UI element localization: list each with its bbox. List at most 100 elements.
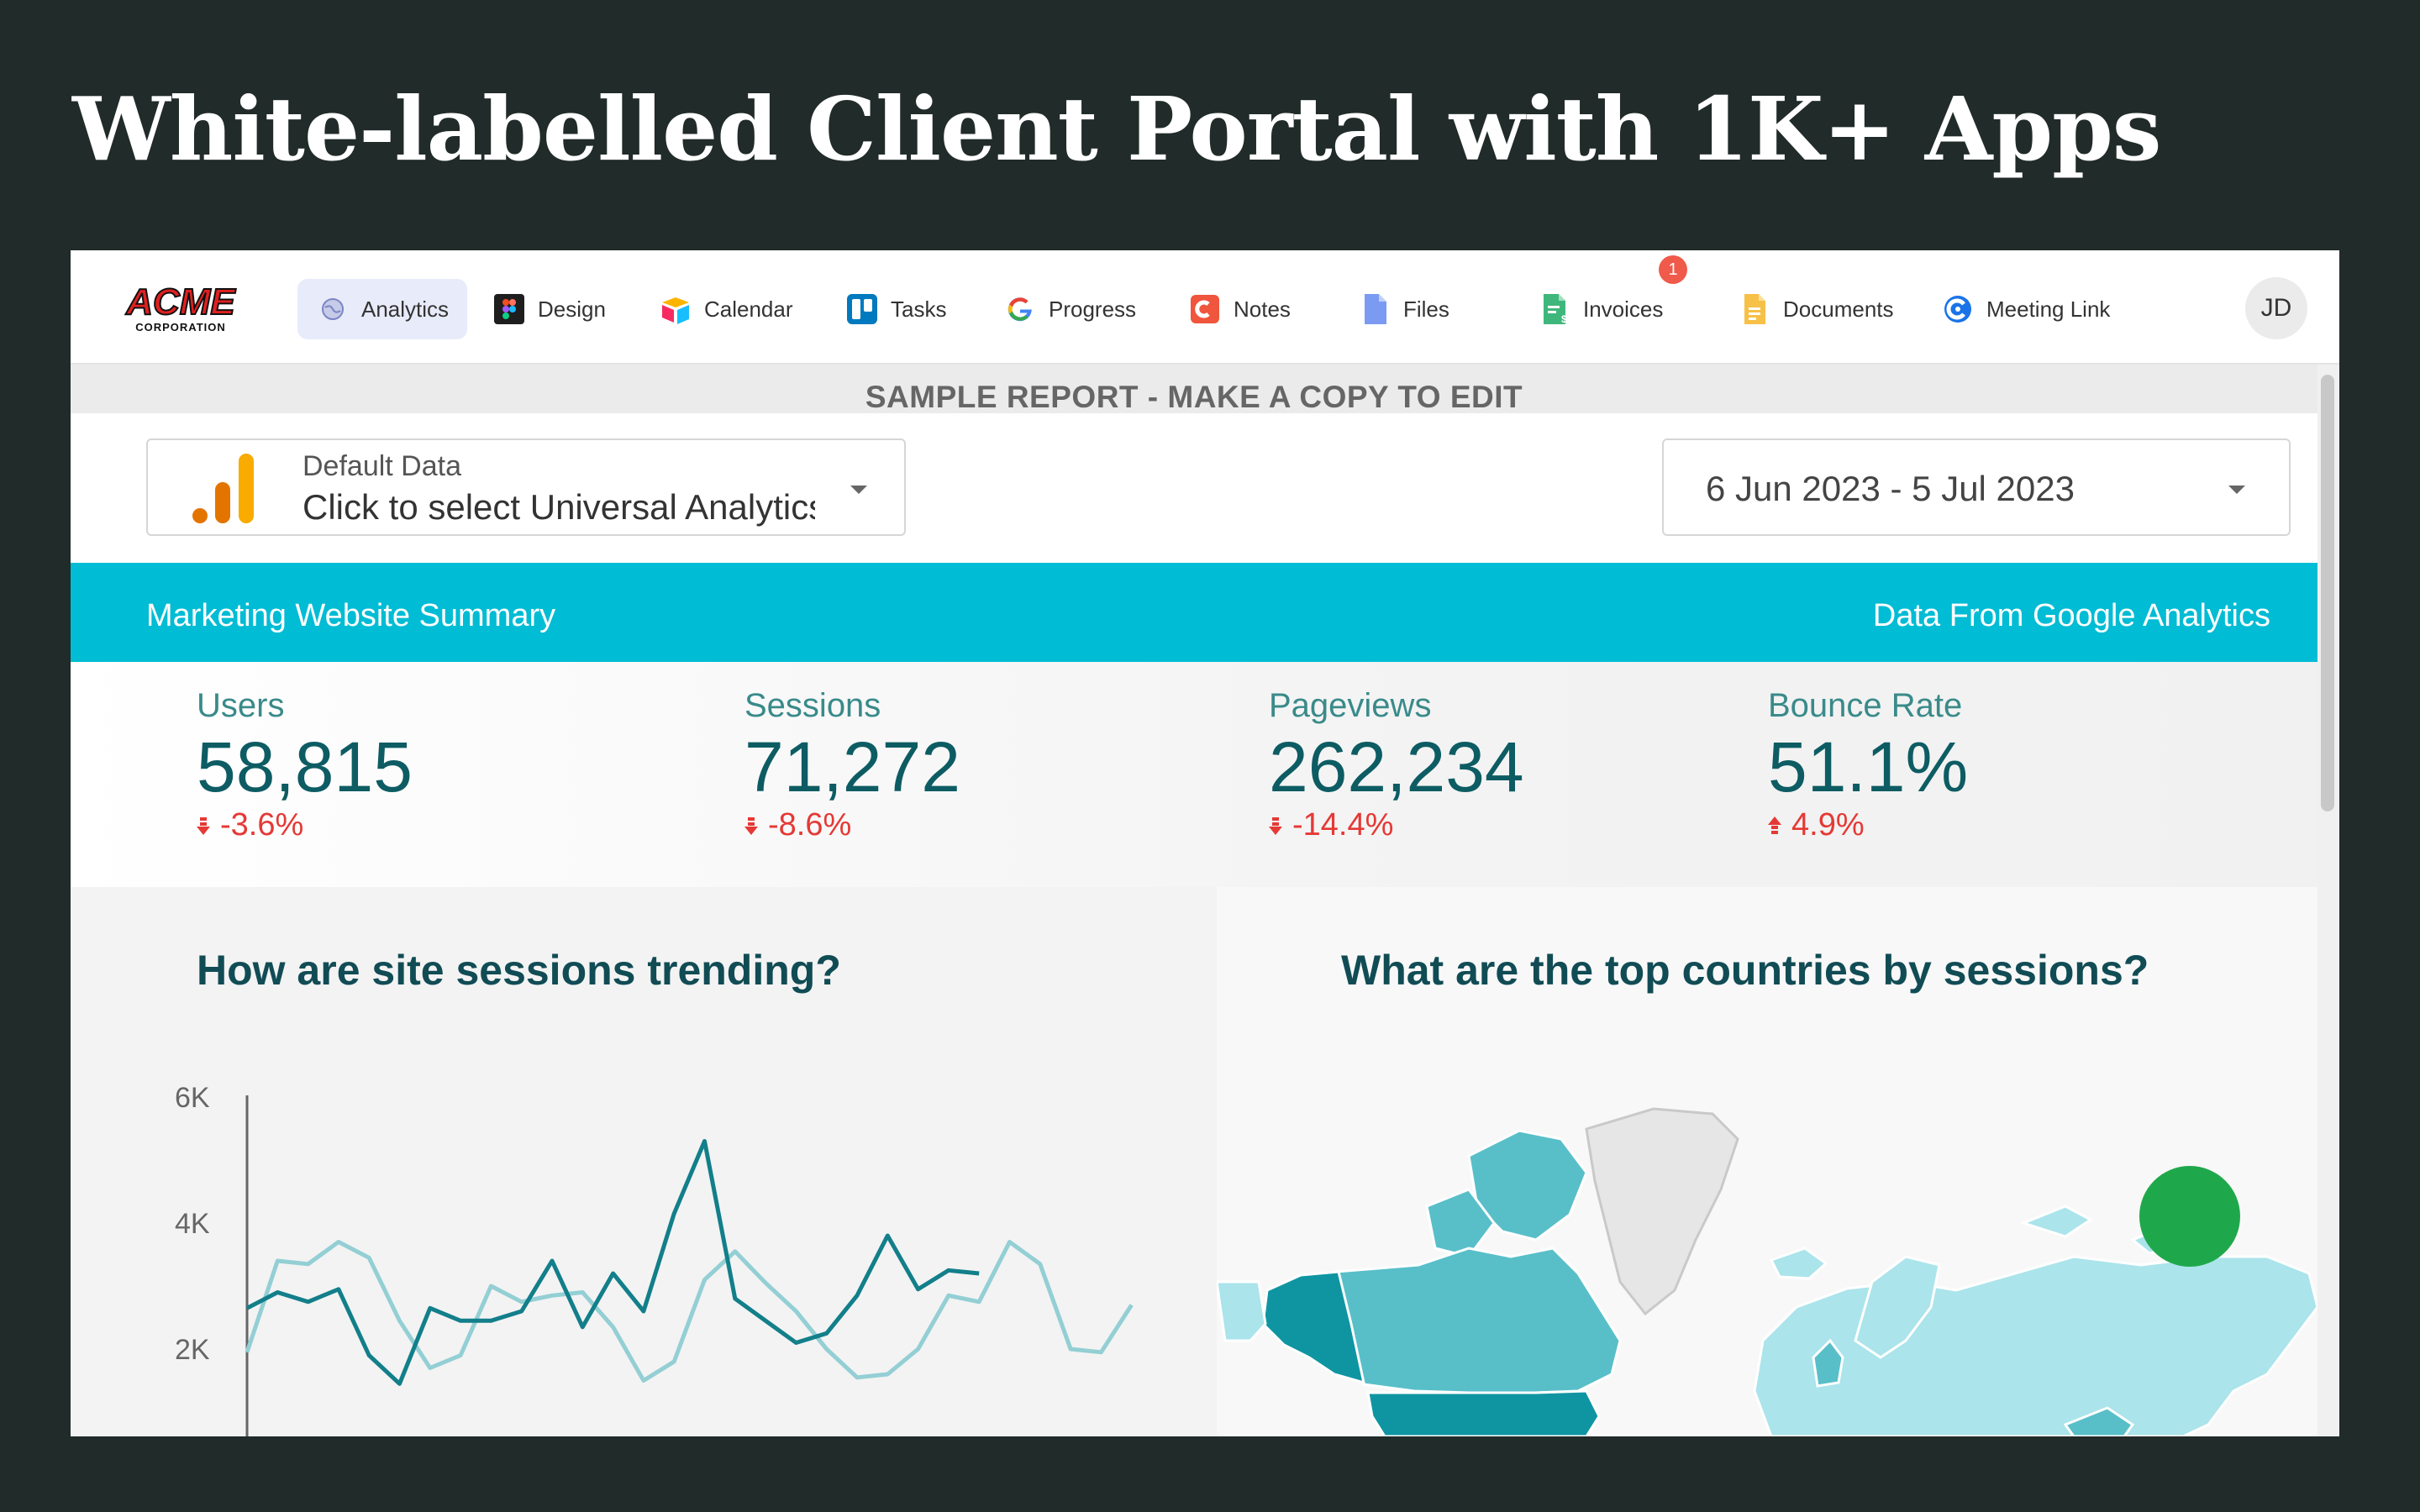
figma-icon	[494, 294, 524, 324]
arrow-down-icon	[1269, 816, 1282, 835]
chat-button[interactable]	[2139, 1166, 2240, 1267]
data-source-selector[interactable]: Default Data Click to select Universal A…	[146, 438, 906, 536]
map-region-scandinavia	[1854, 1255, 1941, 1359]
files-icon	[1365, 294, 1386, 324]
nav-label: Meeting Link	[1986, 296, 2111, 322]
user-avatar[interactable]: JD	[2245, 277, 2307, 339]
report-section-title: Marketing Website Summary	[146, 598, 556, 633]
kpi-label: Users	[197, 687, 285, 724]
notes-icon	[1191, 295, 1219, 323]
y-tick-label: 2K	[175, 1334, 210, 1366]
map-region-greenland	[1585, 1107, 1739, 1316]
nav-item-design[interactable]: Design	[474, 279, 624, 339]
arrow-down-icon	[197, 816, 210, 835]
acme-logo[interactable]: ACME CORPORATION	[118, 281, 244, 334]
trello-icon	[847, 294, 877, 324]
nav-item-progress[interactable]: Progress	[985, 279, 1155, 339]
kpi-value: 71,272	[744, 727, 960, 806]
data-source-value: Click to select Universal Analytics	[302, 487, 815, 527]
svg-text:ACME: ACME	[125, 281, 236, 323]
kpi-delta-value: 4.9%	[1791, 807, 1865, 843]
countries-map-panel: What are the top countries by sessions?	[1217, 887, 2317, 1436]
date-range-value: 6 Jun 2023 - 5 Jul 2023	[1706, 469, 2075, 508]
nav-label: Calendar	[704, 296, 793, 322]
invoice-icon: $	[1544, 294, 1567, 325]
nav-label: Tasks	[891, 296, 947, 322]
chevron-down-icon	[2228, 486, 2245, 494]
svg-text:CORPORATION: CORPORATION	[135, 321, 226, 333]
nav-item-calendar[interactable]: Calendar	[640, 279, 812, 339]
kpi-scorecards: Users 58,815 -3.6% Sessions 71,272 -8.6%…	[71, 662, 2317, 887]
sessions-line-chart[interactable]: 6K 4K 2K	[71, 887, 1217, 1436]
nav-label: Notes	[1234, 296, 1291, 322]
kpi-label: Pageviews	[1269, 687, 1432, 724]
documents-icon	[1744, 294, 1765, 324]
y-tick-label: 6K	[175, 1082, 210, 1114]
nav-label: Invoices	[1583, 296, 1664, 322]
map-region-canada	[1334, 1247, 1622, 1394]
kpi-delta: -8.6%	[744, 807, 960, 843]
kpi-sessions: Sessions 71,272 -8.6%	[744, 687, 960, 843]
client-portal-window: ACME CORPORATION Analytics Design Calend…	[71, 250, 2339, 1436]
nav-label: Files	[1403, 296, 1449, 322]
google-icon	[1007, 297, 1032, 322]
arrow-up-icon	[1768, 816, 1781, 834]
kpi-value: 262,234	[1269, 727, 1524, 806]
nav-label: Design	[538, 296, 606, 322]
google-analytics-icon	[192, 454, 254, 523]
sessions-trend-panel: How are site sessions trending? 6K 4K 2K	[71, 887, 1217, 1436]
nav-label: Progress	[1049, 296, 1137, 322]
chevron-down-icon	[850, 486, 867, 494]
data-source-label: Default Data	[302, 450, 461, 482]
nav-item-files[interactable]: Files	[1339, 279, 1468, 339]
report-canvas: SAMPLE REPORT - MAKE A COPY TO EDIT Defa…	[71, 365, 2317, 1436]
top-nav: ACME CORPORATION Analytics Design Calend…	[71, 250, 2339, 365]
sessions-world-map[interactable]	[1217, 887, 2317, 1436]
report-header-band: Marketing Website Summary Data From Goog…	[71, 563, 2317, 662]
date-range-selector[interactable]: 6 Jun 2023 - 5 Jul 2023	[1662, 438, 2291, 536]
analytics-icon	[322, 298, 344, 320]
kpi-delta: -14.4%	[1269, 807, 1524, 843]
series-line-previous[interactable]	[245, 1240, 1134, 1383]
kpi-label: Bounce Rate	[1768, 687, 1963, 724]
nav-item-documents[interactable]: Documents	[1719, 279, 1912, 339]
nav-item-analytics[interactable]: Analytics	[297, 279, 468, 339]
nav-item-meeting-link[interactable]: Meeting Link	[1923, 279, 2128, 339]
page-headline: White-labelled Client Portal with 1K+ Ap…	[72, 77, 2161, 181]
sessions-trend-title: How are site sessions trending?	[197, 947, 841, 994]
map-region-eurasia	[1753, 1255, 2317, 1436]
nav-label: Documents	[1783, 296, 1894, 322]
invoices-notification-badge: 1	[1659, 255, 1687, 284]
vertical-scrollbar[interactable]	[2317, 365, 2339, 1436]
kpi-label: Sessions	[744, 687, 881, 724]
kpi-delta-value: -14.4%	[1292, 807, 1394, 843]
map-region-canada-islands-west	[1425, 1188, 1496, 1258]
nav-item-notes[interactable]: Notes	[1170, 279, 1309, 339]
sample-report-banner: SAMPLE REPORT - MAKE A COPY TO EDIT	[71, 365, 2317, 413]
map-region-russia-east	[1217, 1280, 1267, 1342]
nav-label: Analytics	[361, 296, 450, 322]
series-line-current[interactable]	[245, 1139, 980, 1386]
kpi-users: Users 58,815 -3.6%	[197, 687, 413, 843]
kpi-delta-value: -8.6%	[768, 807, 852, 843]
meeting-icon	[1944, 296, 1971, 323]
map-region-alaska	[1261, 1270, 1365, 1385]
kpi-value: 58,815	[197, 727, 413, 806]
map-region-india	[2063, 1406, 2135, 1436]
countries-map-title: What are the top countries by sessions?	[1341, 947, 2149, 994]
map-region-arctic-islands	[2019, 1205, 2093, 1238]
report-data-source-note: Data From Google Analytics	[1872, 598, 2270, 633]
airtable-icon	[662, 297, 689, 324]
arrow-down-icon	[744, 816, 758, 835]
nav-item-invoices[interactable]: $ Invoices	[1519, 279, 1681, 339]
nav-item-tasks[interactable]: Tasks	[827, 279, 965, 339]
map-region-united-kingdom	[1812, 1338, 1844, 1388]
map-region-united-states	[1366, 1389, 1601, 1436]
map-region-iceland	[1769, 1247, 1828, 1280]
svg-text:$: $	[1561, 313, 1567, 325]
kpi-delta: -3.6%	[197, 807, 413, 843]
kpi-pageviews: Pageviews 262,234 -14.4%	[1269, 687, 1524, 843]
kpi-value: 51.1%	[1768, 727, 1969, 806]
kpi-delta-value: -3.6%	[220, 807, 304, 843]
scrollbar-thumb[interactable]	[2321, 375, 2334, 811]
